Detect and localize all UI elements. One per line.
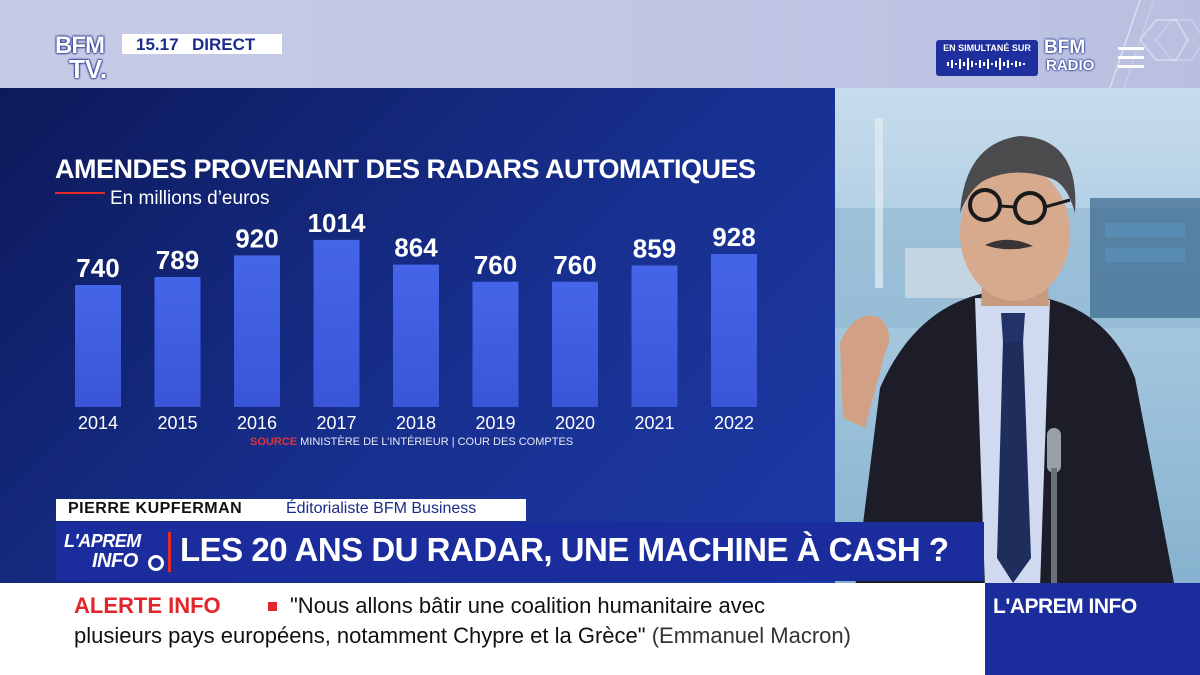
data-label-2021: 859: [633, 233, 676, 263]
broadcast-ring-icon: [148, 555, 164, 571]
x-tick-2015: 2015: [157, 413, 197, 433]
simulcast-label: EN SIMULTANÉ SUR: [943, 43, 1031, 53]
live-label: DIRECT: [192, 35, 256, 54]
name-strap: PIERRE KUPFERMAN Éditorialiste BFM Busin…: [56, 499, 526, 521]
ticker-attribution: (Emmanuel Macron): [651, 623, 851, 648]
logo-line-1: BFM: [55, 32, 105, 59]
x-tick-2021: 2021: [634, 413, 674, 433]
bar-2019: [472, 281, 519, 407]
x-tick-2014: 2014: [78, 413, 118, 433]
show-logo: L'APREM INFO: [64, 532, 164, 572]
news-ticker: ALERTE INFO "Nous allons bâtir une coali…: [0, 583, 985, 675]
bar-chart: 740 2014 789 2015 920 2016 1014 2017 864 2018 760 2…: [75, 208, 757, 433]
decorative-lines: [1109, 0, 1200, 88]
audio-wave-icon: [947, 58, 1025, 70]
ticker-line-1: "Nous allons bâtir une coalition humanit…: [290, 593, 765, 618]
x-tick-2019: 2019: [475, 413, 515, 433]
x-tick-2018: 2018: [396, 413, 436, 433]
ticker-line-2-text: plusieurs pays européens, notamment Chyp…: [74, 623, 646, 648]
guest-role: Éditorialiste BFM Business: [286, 500, 477, 517]
x-tick-2017: 2017: [316, 413, 356, 433]
ticker-line-2: plusieurs pays européens, notamment Chyp…: [74, 623, 851, 649]
show-logo-line-1: L'APREM: [64, 531, 141, 551]
bar-2022: [711, 254, 757, 407]
presenter-video: [835, 88, 1200, 588]
bar-2015: [154, 276, 201, 407]
bar-2020: [552, 281, 598, 407]
headline-separator: [168, 532, 171, 572]
bar-2018: [393, 264, 439, 407]
top-band: BFM TV. 15.17 DIRECT EN SIMULTANÉ SUR: [0, 0, 1200, 88]
data-label-2020: 760: [553, 250, 596, 280]
show-name-box: L'APREM INFO: [985, 583, 1200, 675]
bar-2021: [631, 265, 678, 407]
data-label-2019: 760: [474, 250, 517, 280]
alert-label: ALERTE INFO: [74, 593, 221, 618]
hamburger-menu-icon[interactable]: [1118, 47, 1144, 69]
clock-time: 15.17: [136, 35, 179, 54]
data-label-2014: 740: [76, 253, 119, 283]
source-text: MINISTÈRE DE L’INTÉRIEUR | COUR DES COMP…: [300, 436, 574, 448]
bar-2017: [313, 239, 360, 407]
data-label-2017: 1014: [308, 208, 366, 238]
chart-subtitle: En millions d’euros: [110, 188, 270, 209]
bfm-radio-logo-line-2: RADIO: [1046, 57, 1095, 74]
bfm-radio-logo-line-1: BFM: [1044, 37, 1086, 58]
source-label: SOURCE: [250, 436, 298, 448]
title-accent-line: [55, 192, 105, 194]
logo-line-2: TV.: [69, 54, 108, 84]
x-tick-2016: 2016: [237, 413, 277, 433]
data-label-2016: 920: [235, 223, 278, 253]
x-tick-2020: 2020: [555, 413, 595, 433]
data-label-2018: 864: [394, 233, 438, 263]
data-label-2015: 789: [156, 245, 199, 275]
bar-2014: [75, 285, 121, 407]
show-logo-line-2: INFO: [92, 550, 138, 572]
alert-square-icon: [268, 602, 277, 611]
bar-2016: [234, 255, 280, 407]
chart-source: SOURCE MINISTÈRE DE L’INTÉRIEUR | COUR D…: [250, 436, 573, 448]
show-name: L'APREM INFO: [993, 595, 1137, 618]
chart-title: AMENDES PROVENANT DES RADARS AUTOMATIQUE…: [55, 154, 756, 184]
headline-title: LES 20 ANS DU RADAR, UNE MACHINE À CASH …: [180, 531, 949, 568]
data-label-2022: 928: [712, 222, 755, 252]
presenter-photo: [835, 118, 1200, 588]
bfmtv-logo: BFM TV.: [55, 34, 115, 84]
guest-name: PIERRE KUPFERMAN: [68, 500, 243, 517]
time-live-badge: 15.17 DIRECT: [122, 34, 282, 54]
headline-bar: L'APREM INFO LES 20 ANS DU RADAR, UNE MA…: [56, 522, 984, 581]
x-tick-2022: 2022: [714, 413, 754, 433]
simulcast-badge: EN SIMULTANÉ SUR: [936, 40, 1038, 76]
